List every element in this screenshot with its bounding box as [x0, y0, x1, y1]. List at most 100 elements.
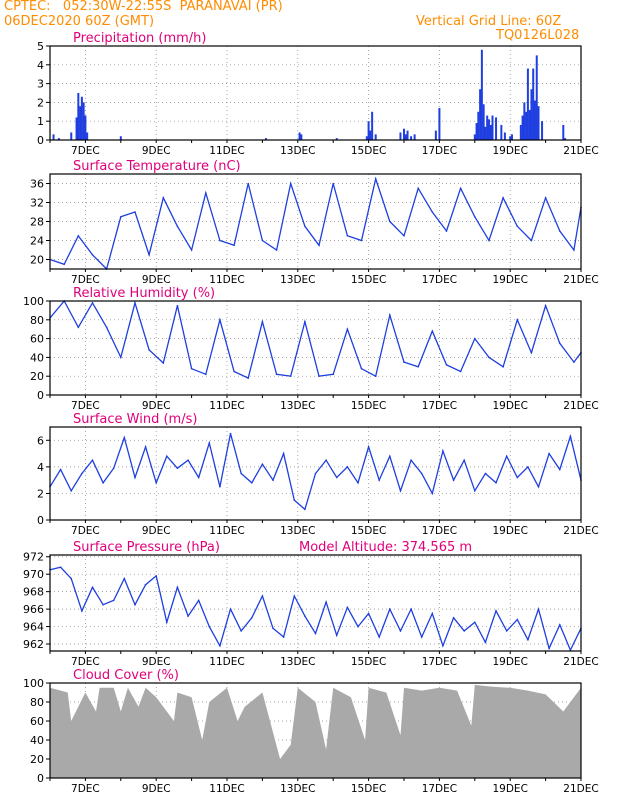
series-point — [229, 608, 232, 610]
precip-bar — [52, 134, 55, 140]
x-tick-label: 13DEC — [280, 274, 315, 286]
series-point — [360, 367, 363, 370]
precip-bar — [335, 138, 338, 140]
x-tick-label: 19DEC — [492, 145, 527, 157]
y-tick-label: 32 — [30, 197, 44, 210]
y-tick-label: 2 — [37, 487, 44, 500]
series-point — [360, 239, 363, 242]
series-point — [537, 485, 540, 488]
x-tick-label: 9DEC — [142, 656, 171, 668]
precip-bar — [300, 134, 303, 140]
y-tick-label: 100 — [23, 295, 44, 308]
series-point — [530, 351, 533, 354]
series-point — [558, 624, 561, 626]
precip-bar — [486, 115, 489, 140]
y-tick-label: 3 — [37, 78, 44, 91]
series-point — [474, 621, 476, 623]
precip-bar — [500, 124, 503, 140]
series-point — [335, 634, 338, 637]
y-tick-label: 4 — [37, 59, 44, 72]
series-point — [293, 499, 296, 501]
y-tick-label: 964 — [23, 621, 44, 634]
series-point — [91, 253, 94, 256]
series-point — [148, 349, 150, 351]
y-tick-label: 6 — [37, 434, 44, 447]
precip-bar — [369, 130, 372, 140]
x-tick-label: 7DEC — [71, 656, 100, 668]
series-point — [77, 234, 80, 237]
y-tick-label: 0 — [37, 389, 44, 402]
series-point — [346, 234, 349, 237]
series-point — [229, 432, 232, 435]
precip-bar — [495, 117, 498, 140]
precip-bar — [434, 130, 437, 140]
x-tick-label: 9DEC — [142, 400, 171, 412]
precip-bar — [75, 117, 78, 140]
series-point — [357, 482, 359, 484]
y-tick-label: 2 — [37, 96, 44, 109]
series-point — [233, 244, 235, 247]
x-tick-label: 11DEC — [209, 525, 244, 537]
series-point — [431, 211, 434, 213]
precip-bar — [479, 89, 482, 140]
series-point — [367, 446, 370, 448]
panel-title: Surface Wind (m/s) — [73, 412, 197, 427]
precip-bar — [564, 138, 567, 140]
panel-frame — [49, 682, 582, 779]
x-tick-label: 11DEC — [209, 783, 244, 795]
series-point — [197, 476, 200, 479]
series-point — [190, 367, 193, 370]
series-point — [357, 625, 359, 628]
precip-bar — [510, 134, 513, 140]
x-tick-label: 19DEC — [492, 783, 527, 795]
x-tick-label: 15DEC — [351, 783, 386, 795]
series-point — [516, 319, 519, 321]
series-point — [389, 455, 391, 458]
y-tick-label: 962 — [23, 638, 44, 651]
series-point — [120, 356, 122, 359]
y-tick-label: 968 — [23, 586, 44, 599]
precip-bar — [541, 121, 544, 140]
precip-bar — [57, 138, 60, 140]
series-point — [187, 459, 189, 462]
series-point — [505, 455, 508, 458]
x-tick-label: 15DEC — [351, 145, 386, 157]
series-point — [495, 610, 497, 612]
series-point — [272, 479, 274, 481]
series-point — [325, 459, 327, 462]
y-tick-label: 80 — [30, 314, 44, 327]
x-tick-label: 19DEC — [492, 400, 527, 412]
series-point — [282, 636, 285, 638]
series-point — [91, 302, 94, 304]
precip-bar — [533, 100, 536, 140]
series-point — [374, 375, 377, 378]
series-point — [410, 608, 412, 610]
series-point — [176, 225, 179, 228]
series-point — [346, 328, 349, 331]
series-point — [304, 615, 306, 617]
series-point — [120, 215, 122, 218]
series-point — [367, 612, 370, 615]
series-point — [548, 647, 550, 650]
series-point — [102, 482, 104, 484]
series-point — [442, 450, 444, 452]
x-tick-label: 9DEC — [142, 145, 171, 157]
series-point — [431, 330, 434, 332]
y-tick-label: 100 — [23, 677, 44, 690]
series-point — [134, 603, 136, 606]
series-point — [346, 606, 349, 609]
x-tick-label: 17DEC — [422, 656, 457, 668]
series-point — [346, 466, 349, 468]
series-point — [162, 196, 165, 199]
x-tick-label: 15DEC — [351, 274, 386, 286]
series-point — [389, 314, 391, 316]
x-tick-label: 19DEC — [492, 274, 527, 286]
series-point — [417, 187, 419, 190]
series-point — [144, 583, 147, 586]
series-point — [250, 617, 253, 619]
precip-bar — [406, 130, 409, 140]
x-tick-label: 21DEC — [563, 525, 598, 537]
precip-bar — [79, 106, 82, 140]
precip-bar — [530, 89, 533, 140]
series-point — [410, 459, 412, 462]
